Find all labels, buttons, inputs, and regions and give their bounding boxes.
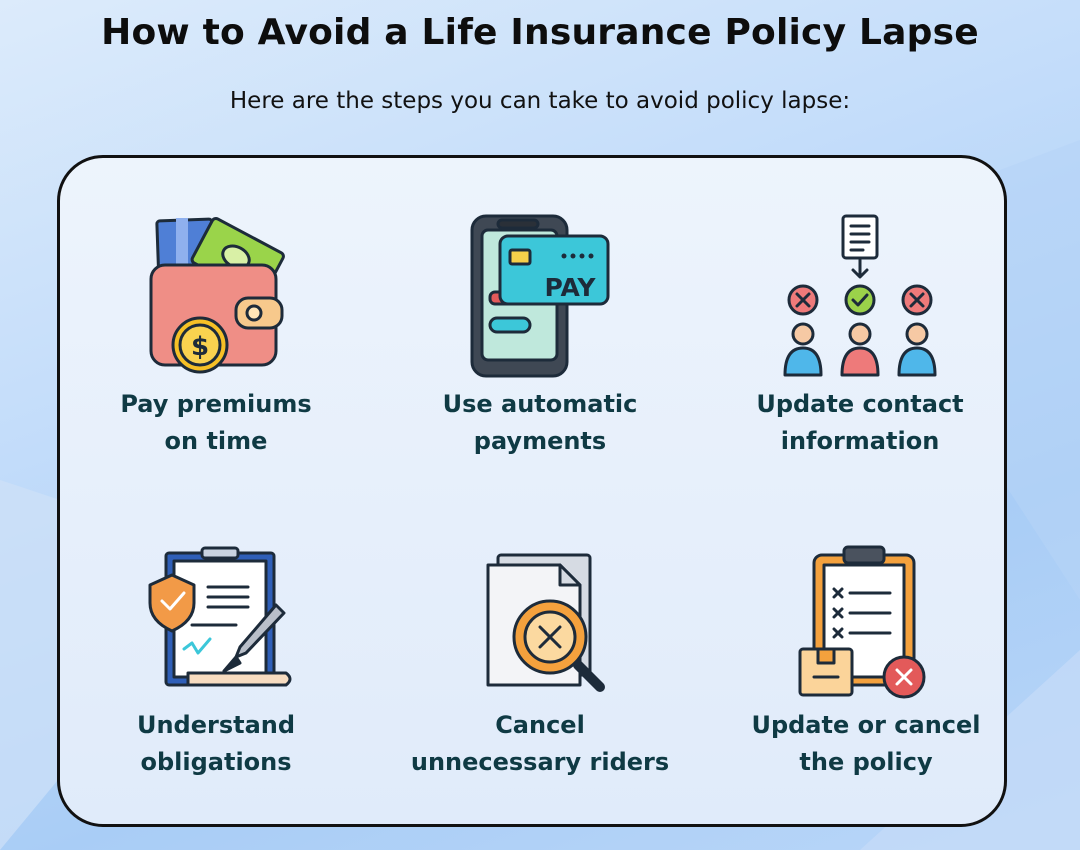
svg-text:$: $ — [191, 332, 209, 362]
phone-pay-icon: PAY — [470, 214, 610, 378]
contacts-icon — [783, 214, 937, 377]
step-cancel-riders: Cancel unnecessary riders — [390, 545, 690, 781]
page-subtitle: Here are the steps you can take to avoid… — [229, 88, 851, 114]
step-label: Pay premiums on time — [120, 390, 312, 455]
step-update-contact: Update contact information — [710, 210, 1010, 460]
cancel-document-icon — [486, 553, 605, 692]
contract-icon — [148, 546, 292, 687]
clipboard-cancel-icon — [798, 545, 926, 699]
step-label: Update or cancel the policy — [751, 711, 981, 776]
step-automatic-payments: PAY Use automatic payments — [390, 210, 690, 460]
page-title: How to Avoid a Life Insurance Policy Lap… — [101, 12, 979, 53]
step-update-cancel-policy: Update or cancel the policy — [716, 545, 1016, 781]
svg-text:PAY: PAY — [544, 273, 596, 302]
step-label: Understand obligations — [136, 711, 296, 776]
step-understand-obligations: Understand obligations — [66, 545, 366, 781]
step-pay-premiums: $ Pay premiums on time — [66, 210, 366, 460]
step-label: Cancel unnecessary riders — [410, 711, 670, 776]
wallet-icon: $ — [149, 216, 285, 374]
step-label: Update contact information — [756, 390, 964, 455]
step-label: Use automatic payments — [442, 390, 638, 455]
